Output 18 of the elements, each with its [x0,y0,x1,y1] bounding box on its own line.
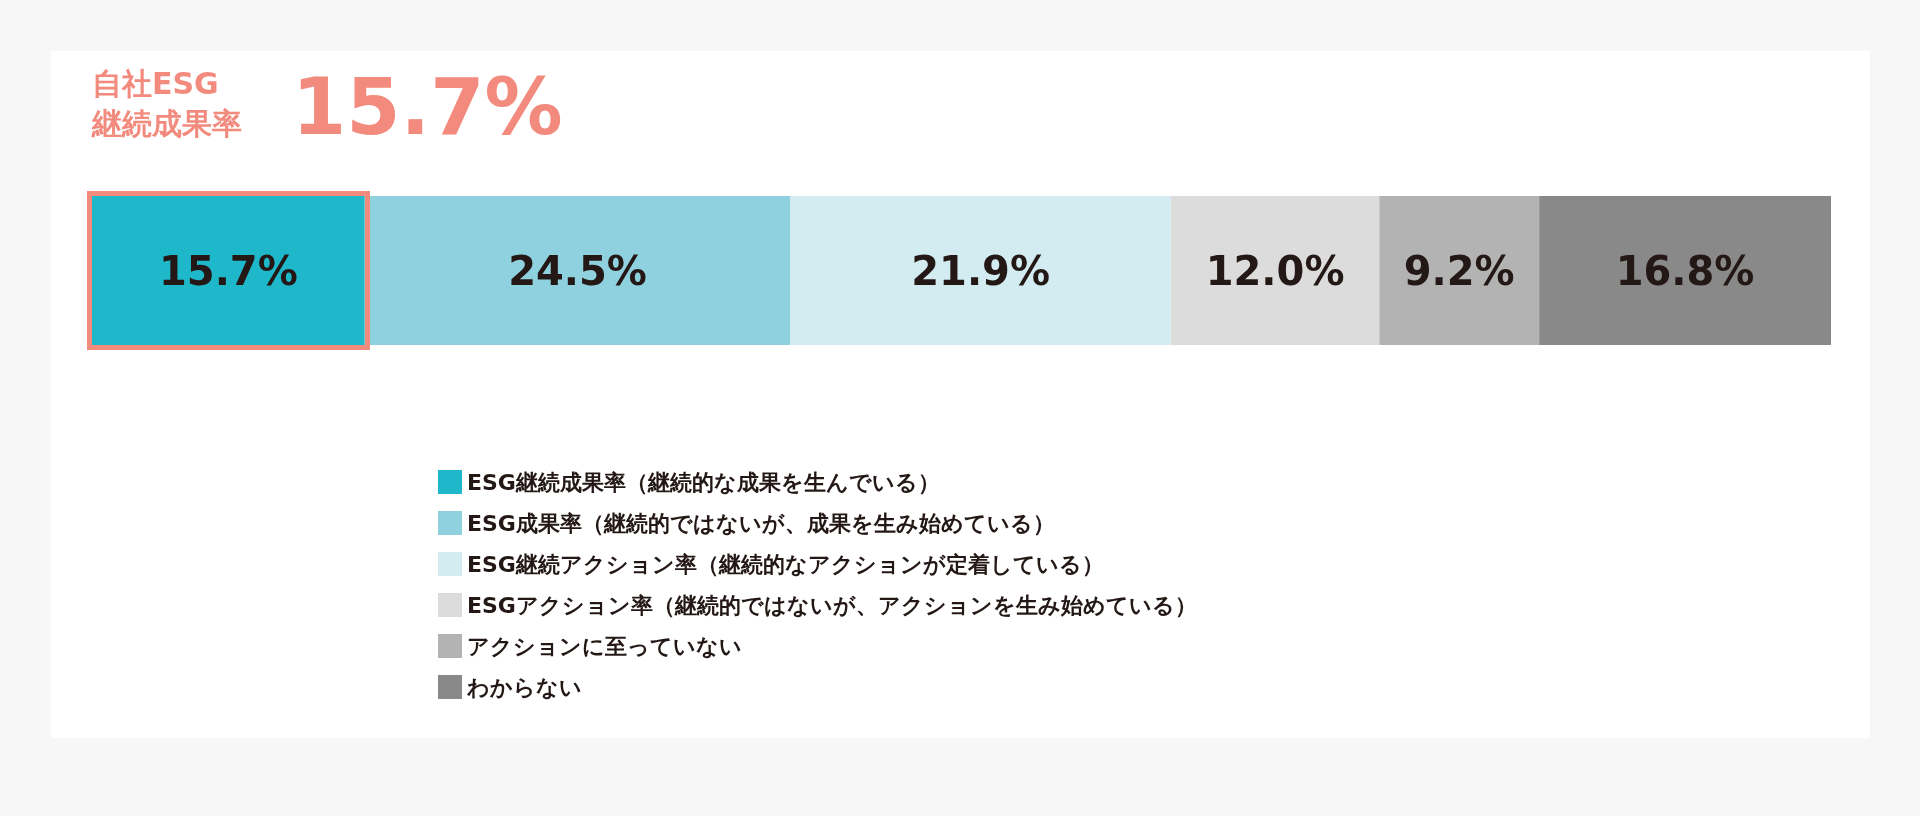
legend-label: ESG継続アクション率（継続的なアクションが定着している） [467,551,1104,577]
data-label: 21.9% [911,247,1050,294]
legend-label: わからない [466,674,582,700]
legend-label: ESG継続成果率（継続的な成果を生んでいる） [467,469,940,495]
chart-subtitle: 15.7% [292,62,563,152]
data-label: 9.2% [1403,247,1515,294]
legend-label: ESG成果率（継続的ではないが、成果を生み始めている） [467,510,1055,536]
data-label: 24.5% [508,247,647,294]
data-label: 16.8% [1615,247,1755,294]
data-label: 12.0% [1205,247,1345,294]
chart-title: 自社ESG 継続成果率 [92,65,242,143]
bar [1539,196,1831,345]
data-label: 15.7% [158,247,298,294]
bar [1379,196,1540,345]
bar [1170,196,1380,345]
legend-label: ESGアクション率（継続的ではないが、アクションを生み始めている） [467,592,1197,618]
bar [790,196,1171,345]
legend-label: アクションに至っていない [467,633,742,659]
